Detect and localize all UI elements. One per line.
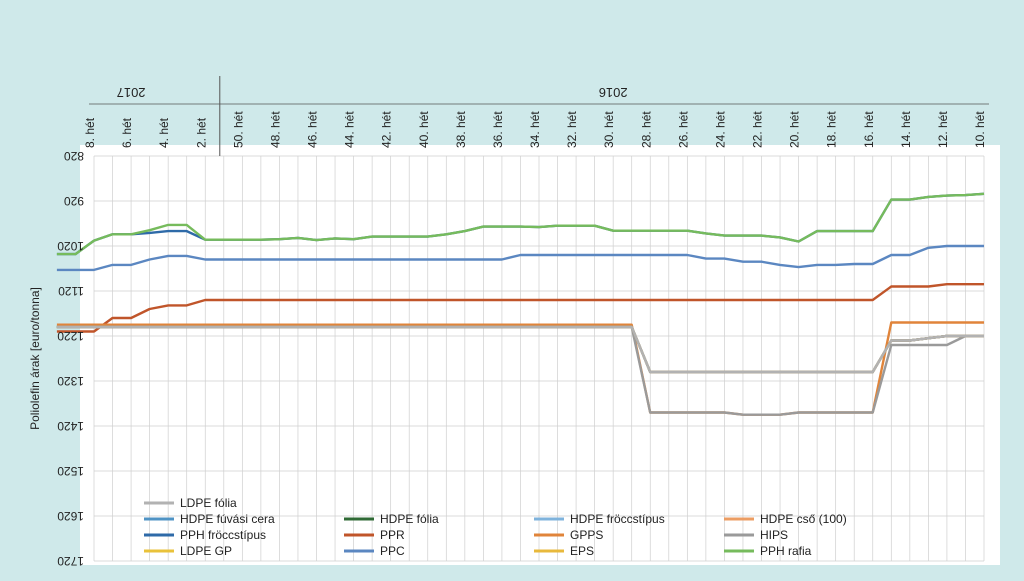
x-tick-label: 46. hét [306,111,320,148]
x-tick-label: 14. hét [899,111,913,148]
x-tick-label: 2. hét [194,117,208,148]
x-tick-label: 42. hét [380,111,394,148]
x-tick-label: 20. hét [788,111,802,148]
x-tick-label: 44. hét [343,111,357,148]
x-tick-label: 38. hét [454,111,468,148]
series-line [56,283,984,333]
grid-layer [93,155,985,562]
legend-label: HDPE fröccstípus [570,512,665,526]
y-tick-label: 1620 [57,509,84,523]
x-tick-label: 12. hét [936,111,950,148]
legend-label: PPR [380,528,405,542]
y-tick-label: 1320 [57,374,84,388]
y-tick-label: 820 [64,149,84,163]
x-tick-label: 26. hét [676,111,690,148]
series-line [56,192,985,256]
y-tick-label: 1020 [57,239,84,253]
x-tick-label: 30. hét [602,111,616,148]
legend-layer: LDPE GP PPC EPS PPH rafia PPH fröccstípus PPR… [144,496,847,558]
axis-layer: 820 920 1020 1120 1220 1320 1420 1520 1620 1720 10… [28,76,989,568]
x-tick-label: 40. hét [417,111,431,148]
x-tick-label: 36. hét [491,111,505,148]
legend-label: EPS [570,544,594,558]
series-line [56,244,984,272]
x-tick-label: 22. hét [751,111,765,148]
x-tick-label: 10. hét [973,111,987,148]
y-tick-label: 1520 [57,464,84,478]
legend-label: PPH rafia [760,544,812,558]
y-tick-label: 1720 [57,554,84,568]
legend-label: HDPE fólia [380,512,439,526]
legend-label: HDPE fúvási cera [180,512,275,526]
legend-label: LDPE fólia [180,496,237,510]
x-tick-label: 18. hét [825,111,839,148]
x-tick-label: 32. hét [565,111,579,148]
legend-label: HDPE cső (100) [760,512,847,526]
legend-label: PPH fröccstípus [180,528,266,542]
plot-area [80,145,1000,565]
x-tick-label: 16. hét [862,111,876,148]
series-line [56,325,984,374]
y-tick-label: 1420 [57,419,84,433]
y-axis-title: Poliolefin árak [euro/tonna] [28,287,42,430]
x-tick-label: 6. hét [120,117,134,148]
x-tick-label: 28. hét [639,111,653,148]
rotated-chart-group: 820 920 1020 1120 1220 1320 1420 1520 1620 1720 10… [28,76,1000,568]
year-label: 2016 [599,85,628,100]
legend-label: LDPE GP [180,544,232,558]
legend-label: HIPS [760,528,788,542]
legend-label: GPPS [570,528,603,542]
y-tick-label: 920 [64,194,84,208]
x-tick-label: 48. hét [268,111,282,148]
legend-label: PPC [380,544,405,558]
y-tick-label: 1120 [58,284,84,298]
year-label: 2017 [117,85,146,100]
y-tick-label: 1220 [57,329,84,343]
x-tick-label: 24. hét [713,111,727,148]
series-layer [56,192,985,416]
x-tick-label: 8. hét [83,117,97,148]
x-tick-label: 50. hét [231,111,245,148]
x-tick-label: 4. hét [157,117,171,148]
x-tick-label: 34. hét [528,111,542,148]
